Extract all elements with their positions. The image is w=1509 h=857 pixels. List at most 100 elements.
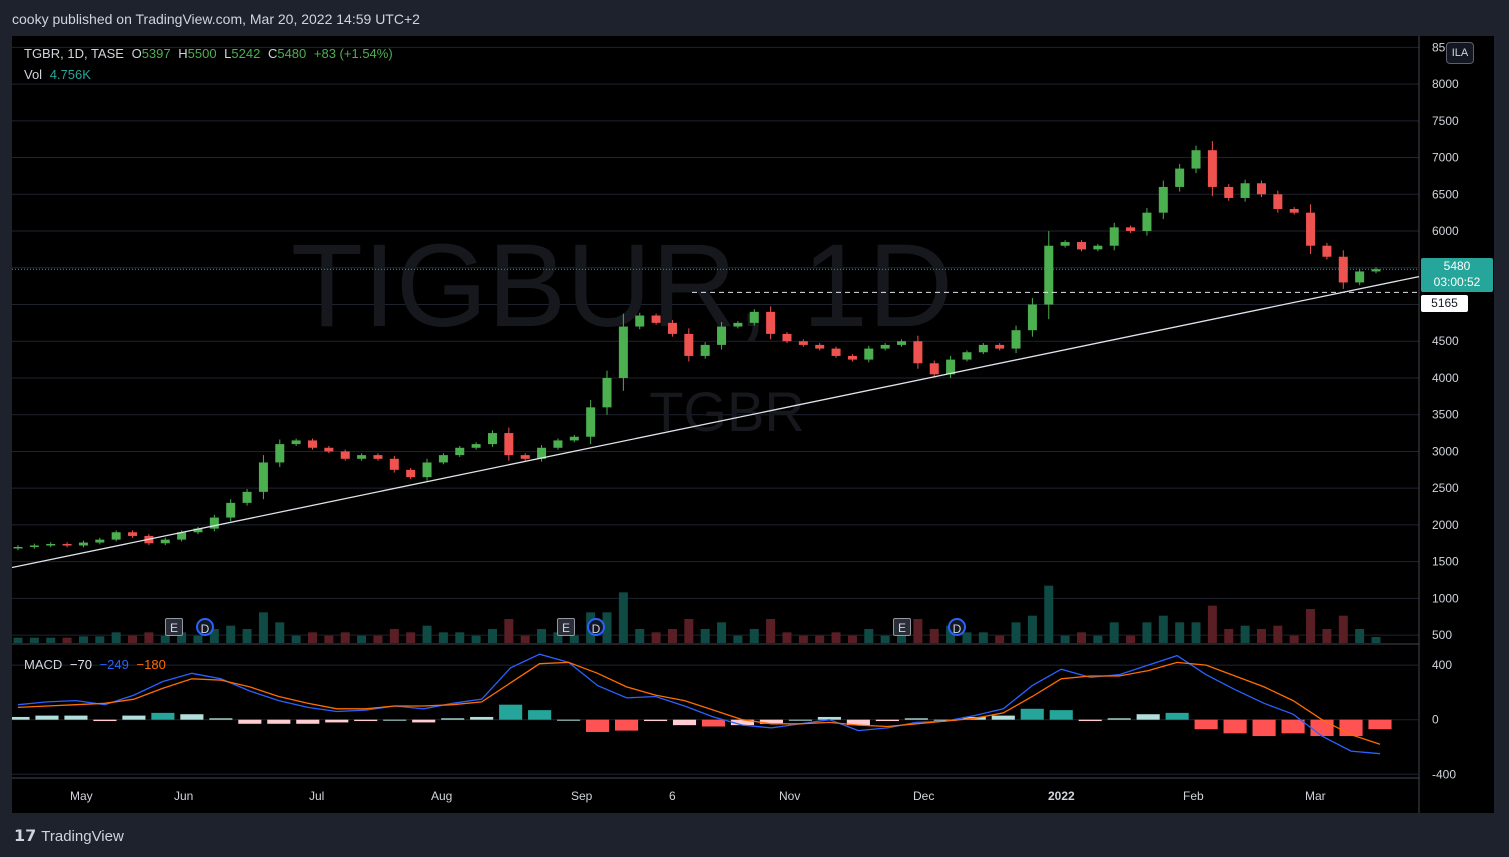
earnings-marker[interactable]: E [893,618,911,636]
volume-bar [569,635,579,643]
candle-body [111,532,121,540]
candle-body [242,491,252,503]
candle-body [897,341,907,345]
open-label: O [131,46,142,61]
candle-body [1355,271,1365,283]
volume-bar [193,635,203,643]
candle-body [46,544,56,546]
candle-body [471,444,481,448]
candle-body [1011,330,1021,349]
macd-histogram-bar [643,719,668,722]
volume-bar [1044,585,1054,643]
volume-bar [962,632,972,643]
candle-body [389,458,399,470]
dividend-marker[interactable]: D [587,618,605,636]
volume-bar [618,592,628,643]
candle-body [340,451,350,459]
top-bar: cooky published on TradingView.com, Mar … [0,0,1509,36]
chart-frame[interactable]: 5001000150020002500300035004000450050005… [12,36,1494,813]
low-label: L [224,46,232,61]
candle-body [717,326,727,345]
candle-body [995,344,1005,349]
x-tick-label: May [70,789,93,803]
macd-histogram-bar [12,716,30,720]
y-tick-label: 3500 [1432,408,1459,422]
macd-histogram-bar [267,719,291,724]
macd-line [17,653,1381,755]
x-tick-label: 6 [669,789,676,803]
candle-body [1060,242,1070,246]
volume-bar [1256,629,1266,643]
volume-bar [1191,622,1201,643]
candle-body [438,455,448,463]
y-tick-label: 3000 [1432,444,1459,458]
tradingview-brand[interactable]: 𝟭𝟳 TradingView [14,826,124,846]
volume-bar [144,632,154,643]
macd-histogram-bar [1049,710,1073,720]
ila-badge[interactable]: ILA [1446,42,1474,64]
y-tick-label: 7500 [1432,114,1459,128]
dividend-marker[interactable]: D [948,618,966,636]
candle-body [749,311,759,323]
symbol-legend: TGBR, 1D, TASE O5397 H5500 L5242 C5480 +… [24,46,397,61]
candle-body [1338,256,1348,283]
volume-bar [242,629,252,643]
candle-body [1273,194,1283,209]
candle-body [815,344,825,349]
candle-body [1207,150,1217,187]
candle-body [275,444,285,463]
volume-bar [1076,632,1086,643]
candle-body [1142,212,1152,232]
volume-bar [782,632,792,643]
macd-histogram-bar [991,715,1015,720]
macd-histogram-bar [846,719,870,726]
volume-bar [1224,629,1234,643]
close-label: C [267,46,278,61]
volume-bar [651,632,661,643]
volume-bar [291,635,301,643]
volume-bar [389,629,399,643]
volume-bar [749,629,759,643]
volume-bar [1175,622,1185,643]
earnings-marker[interactable]: E [165,618,183,636]
candle-body [1044,245,1054,305]
macd-signal-value: −180 [136,657,166,672]
low-value: 5242 [231,46,261,61]
volume-bar [1355,629,1365,643]
volume-legend: Vol 4.756K [24,67,95,82]
candle-body [258,462,268,492]
macd-label[interactable]: MACD [24,657,63,672]
earnings-marker[interactable]: E [557,618,575,636]
volume-bar [504,619,514,643]
tradingview-logo-icon: 𝟭𝟳 [14,828,37,845]
volume-bar [929,629,939,643]
volume-label[interactable]: Vol [24,67,43,82]
volume-bar [995,635,1005,643]
macd-histogram-bar [296,719,320,724]
candle-body [487,433,497,445]
volume-bar [13,637,23,643]
volume-bar [1142,622,1152,643]
macd-histogram-bar [1136,714,1160,720]
volume-bar [111,632,121,643]
candle-body [291,440,301,445]
y-tick-label: 2000 [1432,518,1459,532]
chart-canvas[interactable]: 5001000150020002500300035004000450050005… [12,36,1494,813]
symbol-name[interactable]: TGBR, 1D, TASE [24,46,124,61]
macd-histogram-bar [35,715,59,720]
brand-name: TradingView [41,827,124,845]
watermark-symbol: TGBR [649,380,805,443]
volume-bar [1126,635,1136,643]
candle-body [1027,304,1037,331]
macd-histogram-bar [1281,719,1305,734]
candle-body [667,322,677,334]
volume-bar [62,637,72,643]
dividend-marker[interactable]: D [196,618,214,636]
volume-bar [1306,609,1316,643]
candle-body [962,352,972,360]
candle-body [1224,186,1234,198]
macd-histogram-bar [672,719,697,726]
macd-histogram-bar [354,719,378,722]
volume-value: 4.756K [49,67,91,82]
candle-body [782,333,792,342]
